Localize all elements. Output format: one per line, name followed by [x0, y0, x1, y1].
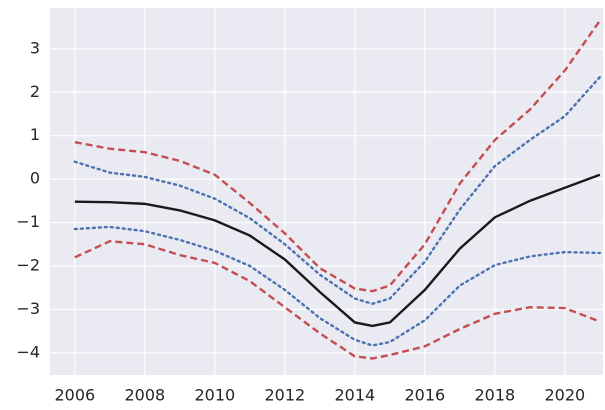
line [73, 225, 602, 347]
line [74, 19, 601, 293]
plot-area [50, 8, 603, 375]
y-tick-label: −3 [16, 299, 40, 318]
line [73, 75, 602, 306]
x-tick-label: 2010 [194, 386, 235, 405]
y-tick-label: −2 [16, 255, 40, 274]
x-tick-label: 2006 [54, 386, 95, 405]
y-tick-label: 1 [30, 125, 40, 144]
y-tick-label: −4 [16, 342, 40, 361]
x-tick-label: 2012 [264, 386, 305, 405]
x-tick-label: 2014 [334, 386, 375, 405]
y-tick-label: 3 [30, 38, 40, 57]
x-tick-label: 2020 [544, 386, 585, 405]
line [74, 173, 601, 328]
y-tick-label: 0 [30, 169, 40, 188]
x-tick-label: 2016 [404, 386, 445, 405]
line [74, 240, 601, 360]
y-tick-label: −1 [16, 212, 40, 231]
x-tick-label: 2018 [474, 386, 515, 405]
x-tick-label: 2008 [124, 386, 165, 405]
y-tick-label: 2 [30, 82, 40, 101]
